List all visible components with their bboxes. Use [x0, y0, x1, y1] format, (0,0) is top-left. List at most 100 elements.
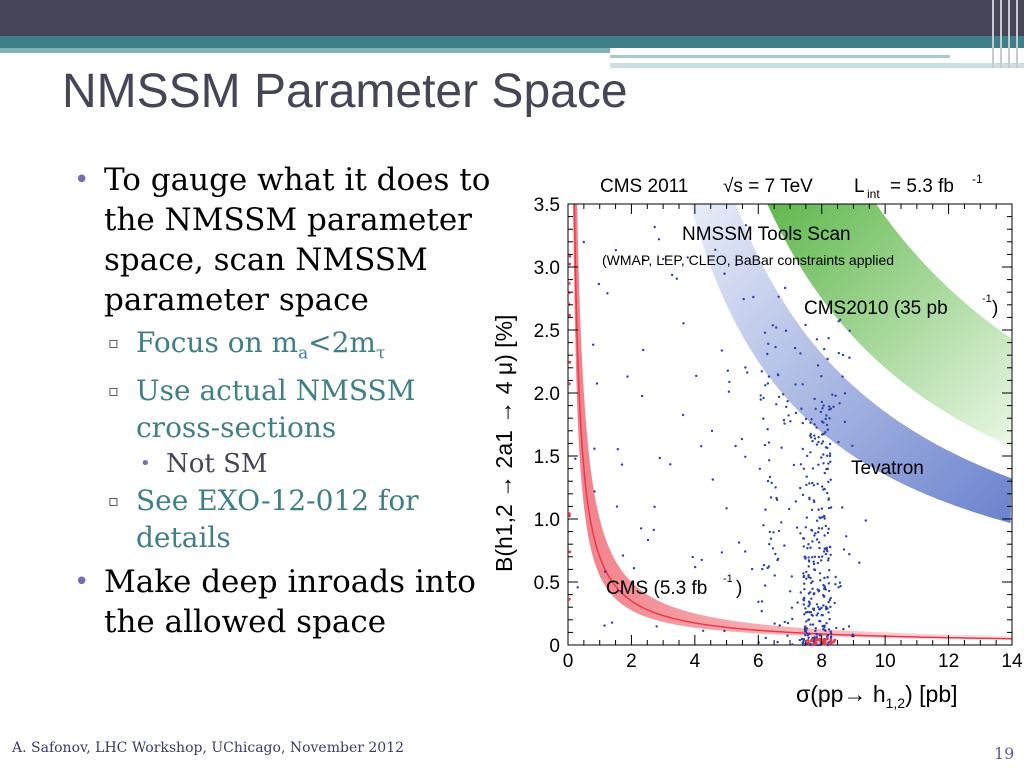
- scan-point: [806, 454, 809, 458]
- chart-header-lumi-val: = 5.3 fb: [890, 176, 954, 197]
- scan-point: [809, 576, 812, 580]
- scan-point: [744, 455, 747, 458]
- scan-point: [810, 418, 813, 421]
- subbullet-focus-pre: Focus on m: [136, 326, 299, 359]
- scan-point: [757, 600, 760, 603]
- scan-point: [700, 445, 703, 448]
- scan-point: [805, 620, 808, 623]
- x-tick-label: 4: [690, 651, 701, 672]
- scan-point: [702, 629, 705, 632]
- scan-point: [811, 481, 814, 485]
- scan-point: [832, 405, 835, 408]
- scan-point: [777, 295, 780, 298]
- scan-point: [817, 527, 821, 530]
- scan-point: [825, 622, 828, 625]
- scan-point: [839, 585, 842, 588]
- y-tick-label: 3.0: [534, 258, 560, 279]
- teal-stripe: [0, 36, 1024, 48]
- scan-point: [805, 483, 808, 487]
- x-tick-label: 10: [875, 651, 896, 672]
- scan-point: [737, 541, 741, 544]
- scan-point: [805, 475, 808, 478]
- scan-point: [851, 444, 854, 447]
- x-axis-label-main: σ(pp→ h: [796, 681, 886, 707]
- scan-point: [814, 627, 817, 630]
- scan-point: [803, 588, 806, 591]
- scan-point: [821, 485, 824, 488]
- scan-point: [744, 550, 747, 553]
- scan-point: [823, 471, 826, 475]
- scan-point: [827, 589, 831, 593]
- scan-point: [783, 620, 786, 624]
- y-tick-label: 1.0: [534, 510, 560, 531]
- scan-point: [763, 443, 767, 447]
- scan-point: [610, 621, 614, 624]
- scan-point: [816, 612, 819, 615]
- scan-point: [818, 589, 821, 592]
- scan-point: [593, 490, 596, 493]
- scan-point: [805, 632, 808, 635]
- scan-point: [606, 292, 609, 295]
- bullet-inroads: • Make deep inroads into the allowed spa…: [74, 562, 494, 642]
- scan-point: [744, 366, 747, 369]
- scan-point: [842, 548, 846, 551]
- x-axis-label-sub: 1,2: [886, 695, 906, 711]
- scan-point: [799, 463, 803, 466]
- scan-point: [825, 423, 829, 427]
- scan-point: [620, 463, 624, 466]
- scan-point: [681, 413, 685, 417]
- scan-point: [819, 579, 822, 582]
- excluded-point: [568, 514, 571, 518]
- scan-point: [827, 600, 830, 604]
- scan-point: [805, 627, 809, 630]
- scan-point: [812, 562, 816, 566]
- scan-point: [811, 540, 814, 543]
- scan-point: [812, 607, 816, 610]
- scan-point: [799, 591, 802, 594]
- scan-point: [769, 537, 773, 540]
- chart-header-lumi-exp: -1: [972, 172, 983, 186]
- scan-point: [811, 556, 814, 559]
- scan-point: [669, 463, 672, 466]
- scan-point: [615, 505, 619, 508]
- scan-point: [658, 456, 661, 460]
- decorative-lines: [986, 0, 1024, 68]
- excluded-point: [815, 637, 819, 641]
- scan-point: [841, 506, 844, 509]
- scan-point: [775, 326, 778, 329]
- scan-point: [828, 405, 831, 408]
- nmssm-scan-plot: CMS 2011 √s = 7 TeV L int = 5.3 fb -1 0 2…: [486, 162, 1023, 718]
- scan-point: [815, 443, 819, 446]
- scan-point: [847, 625, 851, 628]
- scan-point: [822, 604, 825, 607]
- scan-point: [789, 590, 792, 593]
- scan-point: [773, 622, 776, 625]
- y-tick-label: 1.5: [534, 447, 560, 468]
- scan-point: [642, 348, 645, 352]
- scan-point: [829, 605, 832, 609]
- scan-point: [720, 551, 724, 554]
- scan-point: [786, 400, 789, 403]
- chart-header-lumi-sub: int: [867, 187, 880, 201]
- teal-line: [610, 55, 950, 58]
- scan-point: [827, 557, 830, 560]
- scan-point: [804, 323, 807, 327]
- scan-point: [801, 421, 804, 425]
- scan-point: [727, 390, 731, 393]
- subbullet-cross-sections: ▫ Use actual NMSSM cross-sections: [74, 372, 494, 446]
- excluded-point: [568, 360, 572, 364]
- scan-point: [576, 586, 579, 589]
- excluded-point: [807, 641, 811, 645]
- scan-point: [829, 636, 833, 639]
- scan-point: [783, 286, 787, 290]
- scan-point: [820, 442, 823, 445]
- y-tick-label: 0.5: [534, 573, 560, 594]
- scan-points: [567, 224, 867, 647]
- scan-point: [820, 375, 823, 378]
- scan-point: [802, 537, 806, 540]
- scan-point: [841, 353, 845, 357]
- scan-point: [777, 529, 781, 533]
- scan-point: [829, 553, 832, 556]
- scan-point: [816, 482, 819, 485]
- scan-point: [801, 447, 804, 451]
